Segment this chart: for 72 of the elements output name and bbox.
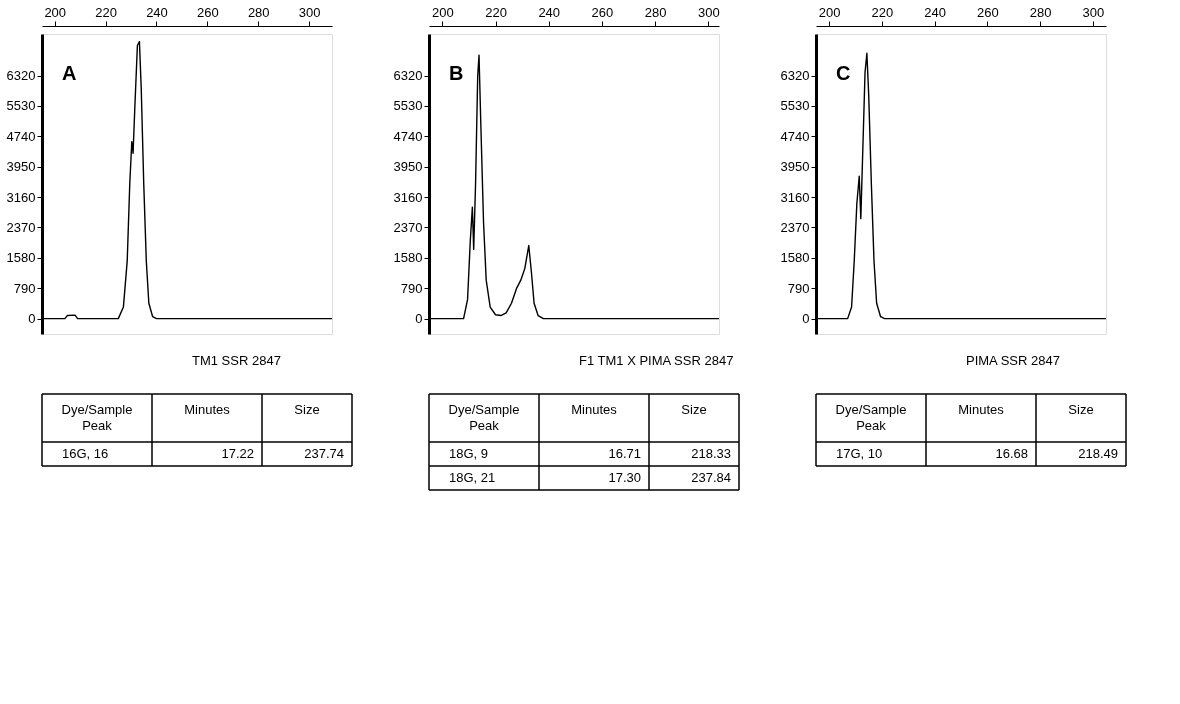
text: Dye/Sample Peak <box>448 402 520 433</box>
text: TM1 SSR 2847 <box>192 353 281 368</box>
text: Minutes <box>571 402 618 417</box>
text: 16.71 <box>608 446 641 461</box>
text: Size <box>681 402 707 417</box>
y-tick-label: 6320 <box>780 68 810 84</box>
y-tick-label: 3160 <box>393 189 423 205</box>
x-tick-label: 240 <box>924 4 946 20</box>
y-tick-label: 3160 <box>6 189 36 205</box>
y-tick-label: 0 <box>28 311 36 327</box>
x-tick-label: 260 <box>591 4 614 20</box>
text: Minutes <box>184 402 231 417</box>
y-tick-label: 0 <box>802 311 810 327</box>
y-tick-label: 5530 <box>393 98 423 114</box>
x-tick-label: 220 <box>95 4 117 20</box>
x-tick-label: 300 <box>298 4 321 20</box>
x-tick-label: 240 <box>538 4 561 20</box>
text: 17.22 <box>221 446 254 461</box>
text: 16G, 16 <box>62 446 109 461</box>
y-tick-label: 2370 <box>780 219 810 235</box>
y-tick-label: 1580 <box>393 250 423 266</box>
y-tick-label: 3950 <box>393 159 423 175</box>
x-tick-label: 200 <box>431 4 454 20</box>
text: 17G, 10 <box>836 446 883 461</box>
text: F1 TM1 X PIMA SSR 2847 <box>579 353 734 368</box>
y-tick-label: 790 <box>787 280 810 296</box>
y-tick-label: 4740 <box>393 128 423 144</box>
y-tick-label: 2370 <box>393 219 423 235</box>
x-tick-label: 240 <box>146 4 168 20</box>
text: 17.30 <box>608 470 641 485</box>
y-tick-label: 1580 <box>6 250 36 266</box>
y-tick-label: 3950 <box>6 159 36 175</box>
x-tick-label: 220 <box>485 4 507 20</box>
text: 218.33 <box>691 446 731 461</box>
y-tick-label: 6320 <box>393 68 423 84</box>
text: Minutes <box>958 402 1005 417</box>
x-tick-label: 280 <box>1029 4 1052 20</box>
x-tick-label: 280 <box>644 4 667 20</box>
text: Size <box>1068 402 1094 417</box>
x-tick-label: 200 <box>44 4 67 20</box>
y-tick-label: 5530 <box>780 98 810 114</box>
text: Dye/Sample Peak <box>61 402 133 433</box>
text: 237.74 <box>304 446 344 461</box>
x-tick-label: 200 <box>818 4 841 20</box>
annotation: C <box>836 62 851 84</box>
y-tick-label: 4740 <box>780 128 810 144</box>
text: Size <box>294 402 320 417</box>
x-tick-label: 300 <box>698 4 720 20</box>
y-tick-label: 3160 <box>780 189 810 205</box>
annotation: A <box>62 62 77 84</box>
y-tick-label: 6320 <box>6 68 36 84</box>
x-tick-label: 300 <box>1082 4 1105 20</box>
x-tick-label: 260 <box>197 4 219 20</box>
text: 218.49 <box>1078 446 1118 461</box>
text: 18G, 9 <box>449 446 489 461</box>
text: PIMA SSR 2847 <box>966 353 1060 368</box>
y-tick-label: 0 <box>415 311 423 327</box>
text: 18G, 21 <box>449 470 496 485</box>
y-tick-label: 5530 <box>6 98 36 114</box>
annotation: B <box>449 62 464 84</box>
text: 237.84 <box>691 470 731 485</box>
x-tick-label: 220 <box>871 4 894 20</box>
x-tick-label: 280 <box>247 4 270 20</box>
y-tick-label: 790 <box>400 280 423 296</box>
x-tick-label: 260 <box>977 4 999 20</box>
y-tick-label: 1580 <box>780 250 810 266</box>
y-tick-label: 3950 <box>780 159 810 175</box>
text: Dye/Sample Peak <box>835 402 907 433</box>
y-tick-label: 2370 <box>6 219 36 235</box>
y-tick-label: 4740 <box>6 128 36 144</box>
y-tick-label: 790 <box>13 280 36 296</box>
text: 16.68 <box>995 446 1028 461</box>
